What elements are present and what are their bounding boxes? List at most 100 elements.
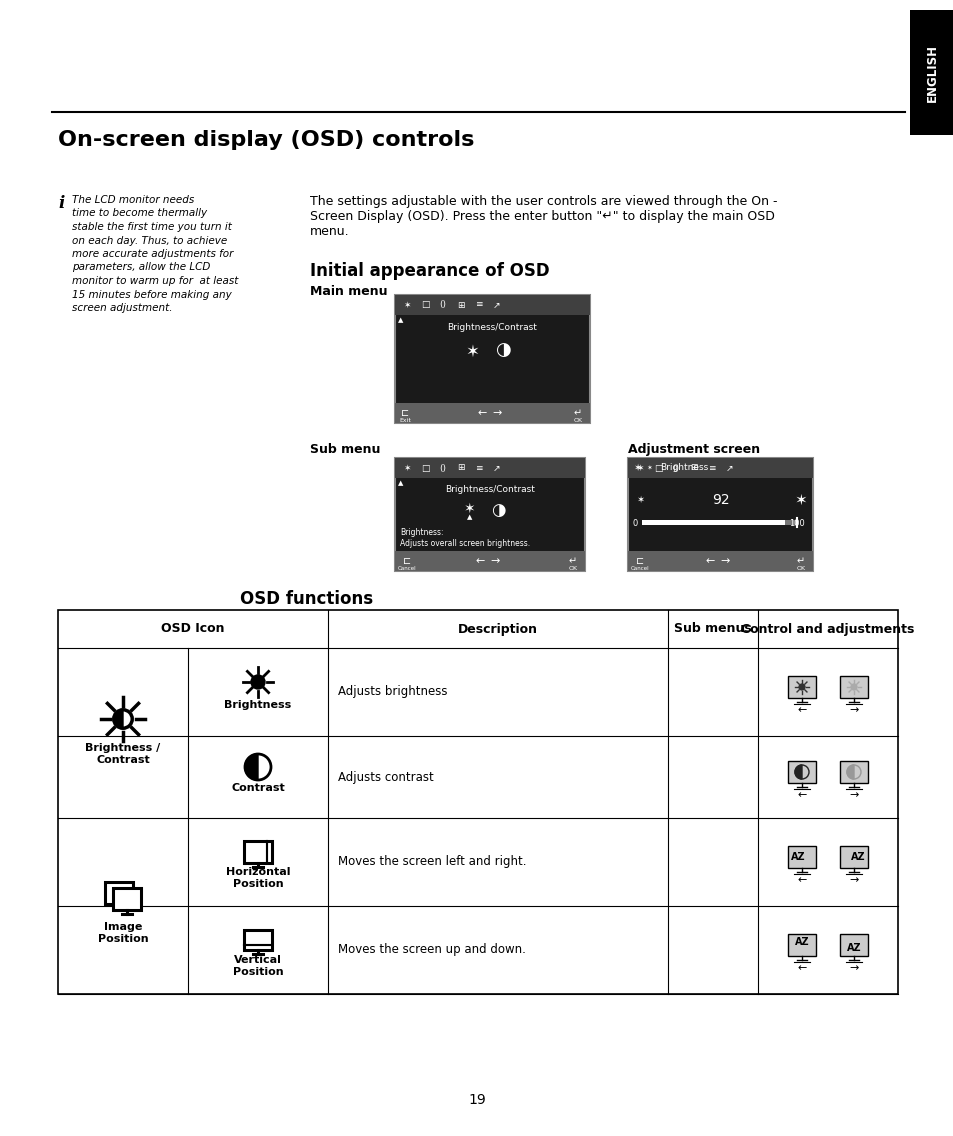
Text: 100: 100 <box>788 519 804 528</box>
Text: Cancel: Cancel <box>397 566 416 570</box>
Text: 19: 19 <box>468 1093 485 1106</box>
Bar <box>244 841 272 863</box>
Text: OK: OK <box>573 418 582 423</box>
Text: stable the first time you turn it: stable the first time you turn it <box>71 222 232 232</box>
Text: □: □ <box>420 463 429 473</box>
Text: ⊏: ⊏ <box>402 556 411 566</box>
Text: OK: OK <box>568 566 577 570</box>
Text: Sub menu: Sub menu <box>310 443 380 456</box>
Text: The settings adjustable with the user controls are viewed through the On -: The settings adjustable with the user co… <box>310 195 777 208</box>
Text: Horizontal
Position: Horizontal Position <box>226 867 290 888</box>
Text: ⊏: ⊏ <box>400 408 409 418</box>
Text: OK: OK <box>796 566 804 570</box>
Bar <box>787 846 815 868</box>
Text: AZ: AZ <box>850 852 864 862</box>
Text: ✶: ✶ <box>645 465 651 471</box>
Bar <box>112 888 141 910</box>
Text: ←: ← <box>705 556 715 566</box>
Bar <box>395 295 589 423</box>
Text: ⊞: ⊞ <box>456 301 464 309</box>
Text: ↵: ↵ <box>796 556 804 566</box>
Text: AZ: AZ <box>790 852 804 862</box>
Text: Adjusts contrast: Adjusts contrast <box>337 770 434 784</box>
Text: ✶: ✶ <box>465 343 479 361</box>
Bar <box>840 934 867 957</box>
Text: (): () <box>671 463 679 473</box>
Text: OSD Icon: OSD Icon <box>161 623 225 635</box>
Text: menu.: menu. <box>310 225 349 239</box>
Text: Screen Display (OSD). Press the enter button "↵" to display the main OSD: Screen Display (OSD). Press the enter bu… <box>310 210 774 223</box>
Text: Brightness: Brightness <box>224 700 292 710</box>
Text: 92: 92 <box>711 493 728 507</box>
Text: ↗: ↗ <box>493 301 500 309</box>
Text: ←: ← <box>797 705 806 715</box>
Text: ←: ← <box>797 790 806 800</box>
Text: □: □ <box>654 463 661 473</box>
Text: ↵: ↵ <box>568 556 577 566</box>
Text: ↗: ↗ <box>493 463 500 473</box>
Text: ⊞: ⊞ <box>456 463 464 473</box>
Text: □: □ <box>420 301 429 309</box>
Text: Description: Description <box>457 623 537 635</box>
Text: ←: ← <box>477 408 487 418</box>
Text: ⊞: ⊞ <box>689 463 697 473</box>
Polygon shape <box>794 765 801 779</box>
Text: The LCD monitor needs: The LCD monitor needs <box>71 195 194 204</box>
Bar <box>909 10 953 135</box>
Bar <box>641 520 783 525</box>
Bar <box>244 930 272 950</box>
Text: Control and adjustments: Control and adjustments <box>740 623 914 635</box>
Text: →: → <box>848 875 858 885</box>
Text: Cancel: Cancel <box>630 566 649 570</box>
Bar <box>787 761 815 783</box>
Polygon shape <box>846 765 853 779</box>
Text: ▲: ▲ <box>397 481 403 486</box>
Bar <box>840 846 867 868</box>
Text: i: i <box>58 195 64 212</box>
Circle shape <box>850 684 856 690</box>
Text: →: → <box>848 963 858 974</box>
Text: Exit: Exit <box>398 418 411 423</box>
Text: parameters, allow the LCD: parameters, allow the LCD <box>71 262 211 273</box>
Bar <box>840 761 867 783</box>
Bar <box>395 551 584 571</box>
Circle shape <box>799 684 804 690</box>
Text: ▲: ▲ <box>397 317 403 323</box>
Text: ↗: ↗ <box>725 463 733 473</box>
Text: screen adjustment.: screen adjustment. <box>71 303 172 314</box>
Text: ↵: ↵ <box>574 408 581 418</box>
Text: more accurate adjustments for: more accurate adjustments for <box>71 249 233 259</box>
Text: ⊏: ⊏ <box>636 556 643 566</box>
Text: ✶: ✶ <box>636 495 643 506</box>
Text: Main menu: Main menu <box>310 285 387 298</box>
Bar <box>787 676 815 698</box>
Bar <box>395 295 589 315</box>
Text: on each day. Thus, to achieve: on each day. Thus, to achieve <box>71 235 227 245</box>
Bar <box>395 458 584 478</box>
Bar <box>58 610 897 994</box>
Text: On-screen display (OSD) controls: On-screen display (OSD) controls <box>58 130 474 150</box>
Text: Sub menus: Sub menus <box>674 623 751 635</box>
Text: Moves the screen up and down.: Moves the screen up and down. <box>337 944 525 957</box>
Text: ✶: ✶ <box>464 502 476 516</box>
Text: ≡: ≡ <box>707 463 715 473</box>
Text: Vertical
Position: Vertical Position <box>233 955 283 977</box>
Text: AZ: AZ <box>846 943 861 953</box>
Text: ←: ← <box>797 963 806 974</box>
Text: Adjusts brightness: Adjusts brightness <box>337 685 447 699</box>
Text: OSD functions: OSD functions <box>240 590 373 608</box>
Text: Brightness/Contrast: Brightness/Contrast <box>445 485 535 494</box>
Text: Initial appearance of OSD: Initial appearance of OSD <box>310 262 549 279</box>
Circle shape <box>252 676 264 688</box>
Bar <box>105 882 132 904</box>
Bar <box>840 676 867 698</box>
Bar <box>627 458 812 478</box>
Bar <box>395 458 584 571</box>
Bar <box>627 458 812 571</box>
Text: Image
Position: Image Position <box>97 922 148 944</box>
Text: →: → <box>720 556 729 566</box>
Text: Moves the screen left and right.: Moves the screen left and right. <box>337 855 526 869</box>
Text: Brightness:: Brightness: <box>399 528 443 537</box>
Bar <box>627 551 812 571</box>
Text: ✶: ✶ <box>402 463 410 473</box>
